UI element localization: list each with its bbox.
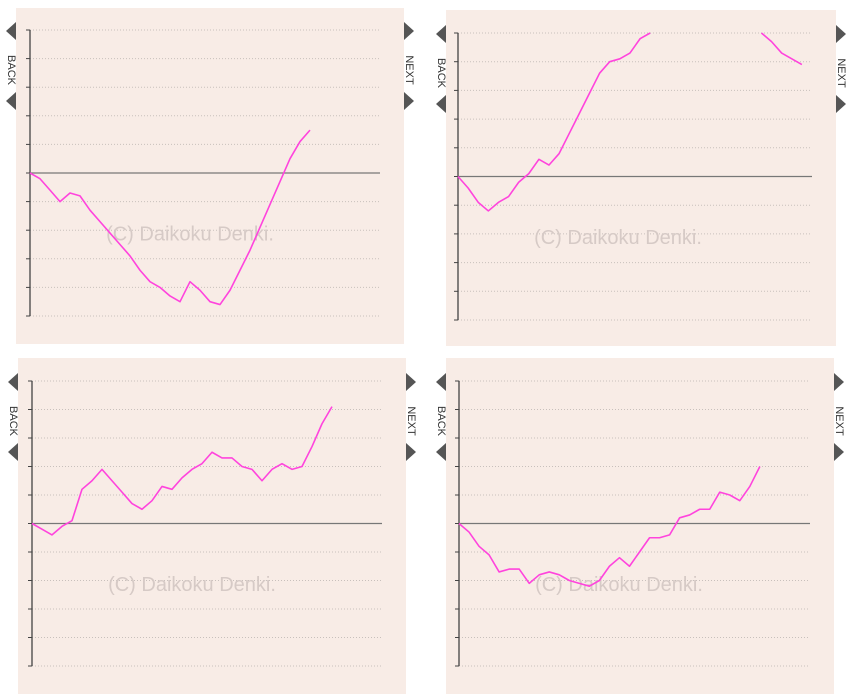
back-button[interactable]: BACK [5,55,17,86]
panel-background [18,358,406,694]
next-button[interactable]: NEXT [835,58,847,88]
back-button[interactable]: BACK [7,406,19,437]
back-button[interactable]: BACK [435,58,447,89]
next-arrow[interactable] [836,95,846,113]
back-arrow[interactable] [8,443,18,461]
back-arrow[interactable] [436,373,446,391]
next-arrow[interactable] [834,443,844,461]
panel-background [16,8,404,344]
panel-background [446,10,836,346]
back-arrow[interactable] [436,443,446,461]
panel-background [446,358,834,694]
next-arrow[interactable] [836,25,846,43]
next-arrow[interactable] [834,373,844,391]
back-arrow[interactable] [436,95,446,113]
chart-panel: (C) Daikoku Denki. BACK NEXT [7,358,417,694]
back-arrow[interactable] [6,22,16,40]
data-line [29,129,311,306]
back-arrow[interactable] [6,92,16,110]
next-button[interactable]: NEXT [833,406,845,436]
watermark: (C) Daikoku Denki. [535,574,703,596]
data-line [457,32,651,212]
data-line [31,406,333,536]
back-arrow[interactable] [436,25,446,43]
next-button[interactable]: NEXT [405,406,417,436]
back-arrow[interactable] [8,373,18,391]
chart-panel: (C) Daikoku Denki. BACK NEXT [435,358,845,694]
chart-panel: (C) Daikoku Denki. BACK NEXT [435,10,847,346]
watermark: (C) Daikoku Denki. [534,227,702,249]
data-line [458,466,761,587]
next-arrow[interactable] [406,443,416,461]
data-line [760,32,803,66]
back-button[interactable]: BACK [435,406,447,437]
watermark: (C) Daikoku Denki. [108,574,276,596]
next-button[interactable]: NEXT [403,55,415,85]
next-arrow[interactable] [406,373,416,391]
next-arrow[interactable] [404,22,414,40]
watermark: (C) Daikoku Denki. [106,223,274,245]
next-arrow[interactable] [404,92,414,110]
chart-panel: (C) Daikoku Denki. BACK NEXT [5,8,415,344]
